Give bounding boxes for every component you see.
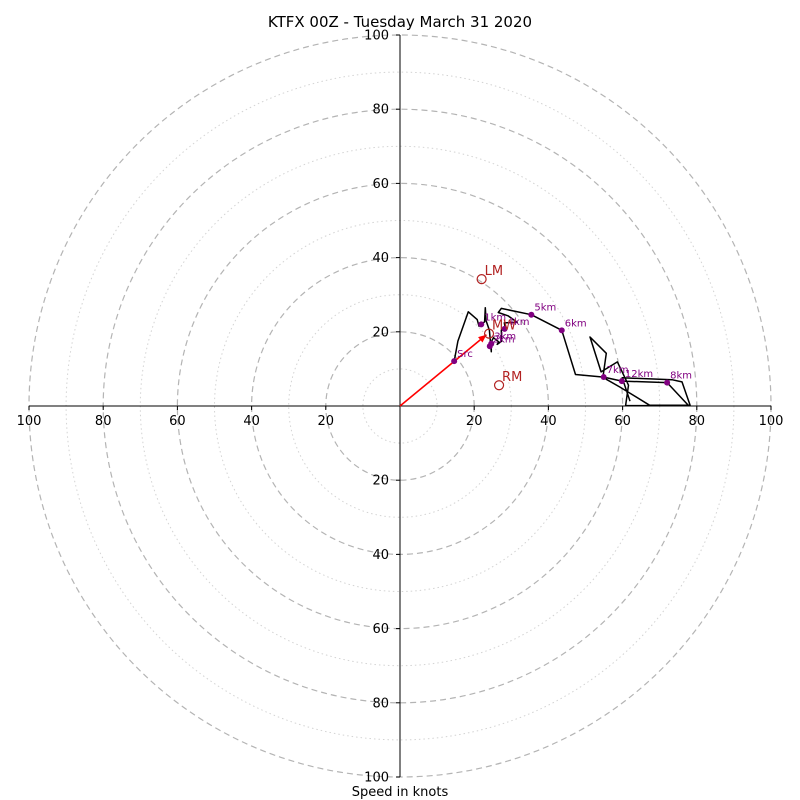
height-marker-6km bbox=[558, 327, 565, 334]
y-tick-label: 100 bbox=[364, 29, 389, 44]
x-axis-label: Speed in knots bbox=[352, 785, 449, 800]
x-tick-label: 60 bbox=[614, 414, 631, 429]
storm-label-RM: RM bbox=[502, 370, 522, 385]
storm-marker-LM bbox=[476, 274, 487, 285]
y-tick-label: 80 bbox=[372, 103, 389, 118]
x-tick-label: 100 bbox=[759, 414, 784, 429]
vector-shaft bbox=[399, 334, 487, 407]
x-tick-label: 20 bbox=[466, 414, 483, 429]
tick-labels: 100 80 60 40 20 20 40 60 80 100 100 80 60 40 20 20 40 60 8… bbox=[17, 29, 784, 786]
height-marker-4km bbox=[501, 325, 508, 332]
vector-arrowhead bbox=[478, 334, 487, 343]
height-marker-3km bbox=[488, 340, 495, 347]
height-label-5km: 5km bbox=[534, 303, 556, 314]
y-tick-label: 40 bbox=[372, 251, 389, 266]
storm-marker-RM bbox=[493, 380, 505, 391]
height-label-6km: 6km bbox=[565, 318, 587, 329]
x-tick-label: 40 bbox=[540, 414, 557, 429]
height-label-8km: 8km bbox=[670, 371, 692, 382]
height-marker-1km bbox=[478, 321, 485, 328]
height-label-4km: 4km bbox=[508, 317, 530, 328]
x-tick-label: 100 bbox=[17, 414, 42, 429]
x-tick-label: 60 bbox=[169, 414, 186, 429]
x-tick-label: 80 bbox=[95, 414, 112, 429]
height-label-7km: 7km bbox=[607, 365, 629, 376]
height-marker-Src bbox=[451, 358, 458, 365]
y-tick-label: 60 bbox=[372, 177, 389, 192]
x-tick-label: 80 bbox=[689, 414, 706, 429]
y-tick-label: 40 bbox=[372, 548, 389, 563]
height-label-3km: 3km bbox=[494, 332, 516, 343]
height-marker-8km bbox=[664, 379, 671, 386]
y-tick-label: 60 bbox=[372, 622, 389, 637]
y-tick-label: 20 bbox=[372, 474, 389, 489]
height-label-1km: 1km bbox=[484, 312, 506, 323]
y-tick-label: 80 bbox=[372, 696, 389, 711]
height-marker-12km bbox=[618, 378, 625, 385]
height-label-12km: 12km bbox=[625, 369, 653, 380]
height-label-2km: 2km bbox=[493, 334, 515, 345]
x-tick-label: 20 bbox=[318, 414, 335, 429]
height-marker-7km bbox=[600, 374, 607, 381]
x-tick-label: 40 bbox=[243, 414, 260, 429]
height-marker-5km bbox=[528, 311, 535, 318]
chart-title: KTFX 00Z - Tuesday March 31 2020 bbox=[268, 13, 532, 31]
height-label-Src: Src bbox=[457, 349, 473, 360]
storm-marker-MW bbox=[483, 328, 495, 339]
storm-label-LM: LM bbox=[485, 264, 503, 279]
y-tick-label: 20 bbox=[372, 325, 389, 340]
storm-motion-markers: LM RM MW bbox=[476, 264, 522, 391]
y-tick-label: 100 bbox=[364, 771, 389, 786]
storm-label-MW: MW bbox=[492, 319, 516, 334]
mean-wind-vector bbox=[399, 334, 487, 407]
